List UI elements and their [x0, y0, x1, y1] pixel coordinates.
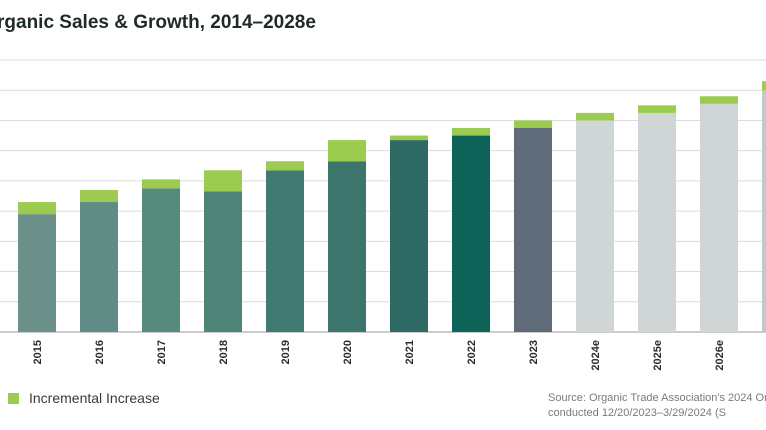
- legend-swatch-incremental: [8, 392, 19, 404]
- chart-legend: Incremental Increase: [8, 390, 160, 406]
- source-line-2: conducted 12/20/2023–3/29/2024 (S: [548, 407, 726, 419]
- bar-base-2015: [18, 214, 56, 332]
- x-tick-label-2021: 2021: [404, 340, 416, 364]
- bar-increment-2015: [18, 202, 56, 215]
- x-tick-label-2015: 2015: [32, 340, 44, 364]
- bar-base-2017: [142, 188, 180, 332]
- x-tick-label-2017: 2017: [156, 340, 168, 364]
- bar-base-2018: [204, 191, 242, 332]
- bar-increment-2016: [80, 189, 118, 203]
- bar-increment-2024e: [576, 112, 614, 121]
- bar-increment-2022: [452, 128, 490, 136]
- bar-base-2022: [452, 135, 490, 332]
- source-note: Source: Organic Trade Association's 2024…: [548, 391, 766, 421]
- bar-base-2026e: [700, 103, 738, 332]
- bar-base-2021: [390, 140, 428, 332]
- bar-base-2016: [80, 202, 118, 332]
- bar-increment-2018: [204, 170, 242, 192]
- bar-base-2023: [514, 128, 552, 332]
- bar-increment-2019: [266, 161, 304, 171]
- bar-base-2027e: [762, 90, 766, 332]
- bar-base-2019: [266, 170, 304, 332]
- x-tick-label-2022: 2022: [466, 340, 478, 364]
- bar-base-2025e: [638, 112, 676, 332]
- bar-increment-2020: [328, 140, 366, 162]
- bar-increment-2027e: [762, 81, 766, 91]
- x-tick-label-2025e: 2025e: [652, 340, 664, 371]
- x-tick-label-2024e: 2024e: [590, 340, 602, 371]
- bar-increment-2017: [142, 179, 180, 189]
- bar-base-2024e: [576, 120, 614, 332]
- stacked-bar-chart: 2015 2016 2017 2018 2019 2020 2021 2022 2023 2024…: [0, 59, 766, 371]
- x-tick-label-2023: 2023: [528, 340, 540, 364]
- chart-title: rganic Sales & Growth, 2014–2028e: [0, 12, 316, 33]
- legend-label-incremental: Incremental Increase: [29, 390, 160, 406]
- x-tick-label-2026e: 2026e: [714, 340, 726, 371]
- bar-base-2020: [328, 161, 366, 332]
- x-tick-label-2016: 2016: [94, 340, 106, 364]
- bar-increment-2021: [390, 135, 428, 141]
- bar-increment-2023: [514, 120, 552, 128]
- x-tick-label-2020: 2020: [342, 340, 354, 364]
- x-tick-label-2019: 2019: [280, 340, 292, 364]
- bar-increment-2026e: [700, 96, 738, 104]
- bar-increment-2025e: [638, 105, 676, 113]
- source-line-1: Source: Organic Trade Association's 2024…: [548, 392, 766, 404]
- x-tick-label-2018: 2018: [218, 340, 230, 364]
